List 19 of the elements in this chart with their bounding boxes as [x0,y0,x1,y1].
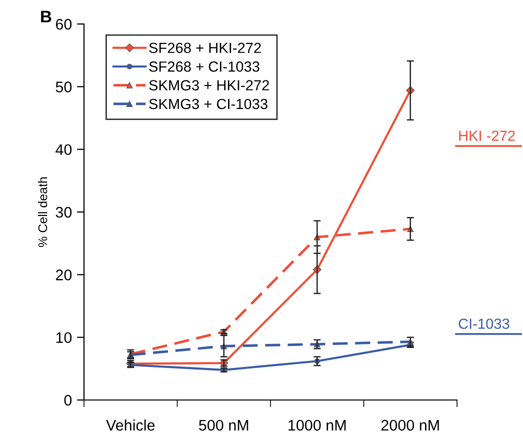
y-tick-label: 0 [64,394,72,406]
text: B [41,10,52,22]
legend-label: SKMG3 + CI-1033 [149,98,268,110]
x-tick-label: 500 nM [199,420,248,431]
legend-label: SKMG3 + HKI-272 [149,80,269,90]
y-tick-label: 20 [56,270,72,280]
y-axis-title: % Cell death [38,177,48,247]
legend-label: SF268 + HKI-272 [149,42,261,54]
x-tick-label: 2000 nM [381,420,439,431]
legend-label: SF268 + CI-1033 [149,61,260,72]
y-tick-label: 50 [56,82,72,92]
text: CI-1033 [458,318,510,329]
x-tick-label: 1000 nM [288,420,346,431]
text: HKI -272 [459,130,515,141]
y-tick-label: 10 [56,332,72,344]
x-tick-label: Vehicle [106,419,155,431]
y-tick-label: 30 [56,206,72,218]
y-tick-label: 60 [56,18,72,30]
y-tick-label: 40 [56,144,72,156]
